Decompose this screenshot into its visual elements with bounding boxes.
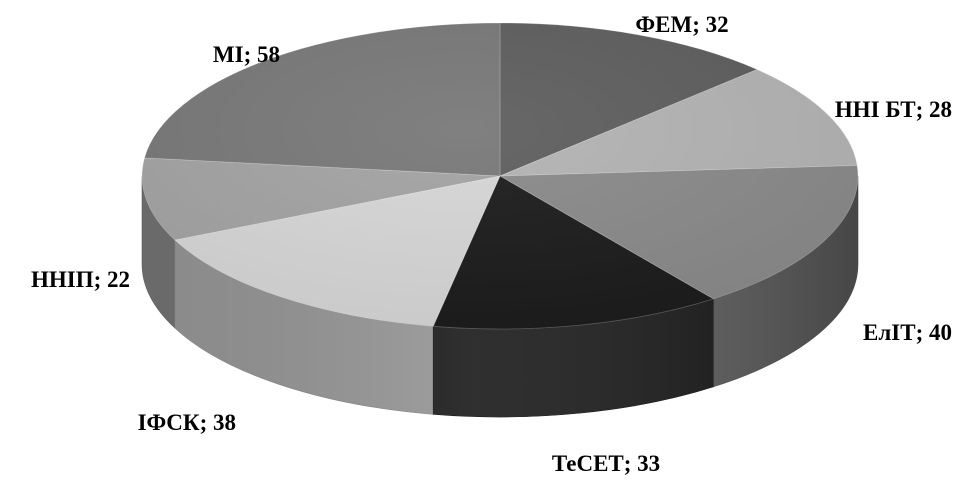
data-label-іфск: ІФСК; 38 bbox=[138, 410, 236, 435]
top-sheen bbox=[142, 23, 858, 329]
data-label-тесет: ТеСЕТ; 33 bbox=[552, 451, 660, 476]
pie-top-faces bbox=[142, 23, 858, 329]
data-label-нні-бт: ННІ БТ; 28 bbox=[835, 97, 952, 122]
data-label-фем: ФЕМ; 32 bbox=[635, 12, 728, 37]
data-label-мі: МІ; 58 bbox=[213, 42, 280, 67]
data-label-нніп: ННІП; 22 bbox=[31, 267, 130, 292]
data-label-еліт: ЕлІТ; 40 bbox=[863, 320, 952, 345]
